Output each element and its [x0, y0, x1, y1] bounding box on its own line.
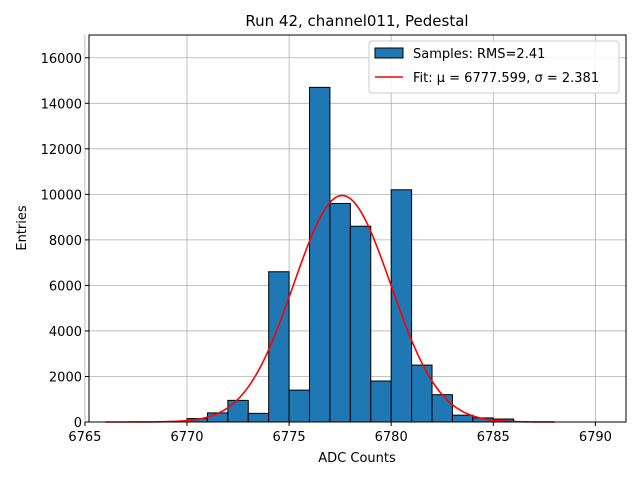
y-tick-label: 6000	[49, 279, 82, 294]
y-tick-label: 8000	[49, 234, 82, 249]
histogram-bar	[451, 414, 474, 423]
x-tick-label: 6780	[375, 430, 408, 445]
histogram-bars	[186, 86, 515, 423]
fit-curve	[105, 194, 555, 423]
x-axis-label: ADC Counts	[318, 451, 396, 466]
histogram-bar	[309, 86, 331, 423]
chart-title: Run 42, channel011, Pedestal	[245, 12, 468, 30]
y-tick-label: 0	[74, 416, 82, 431]
histogram-bar	[247, 412, 270, 423]
y-tick-label: 16000	[41, 52, 82, 67]
grid-lines	[84, 35, 626, 423]
plot-frame	[88, 34, 627, 423]
y-axis-ticks: 0 2000 4000 6000 8000 10000 12000 14000 16000	[41, 52, 89, 431]
y-tick-label: 2000	[49, 370, 82, 385]
histogram-bar	[431, 394, 453, 423]
x-tick-label: 6775	[273, 430, 306, 445]
histogram-bar	[390, 189, 413, 423]
histogram-bar	[329, 202, 351, 423]
legend-swatch-samples	[374, 47, 404, 59]
histogram-bar	[411, 364, 433, 423]
legend-label-fit: Fit: μ = 6777.599, σ = 2.381	[413, 71, 599, 86]
y-tick-label: 4000	[49, 325, 82, 340]
x-axis-ticks: 6765 6770 6775 6780 6785 6790	[68, 422, 612, 445]
legend: Samples: RMS=2.41 Fit: μ = 6777.599, σ =…	[368, 40, 620, 94]
x-tick-label: 6790	[579, 430, 612, 445]
x-tick-label: 6785	[477, 430, 510, 445]
histogram-bar	[288, 389, 311, 423]
legend-box	[368, 40, 620, 94]
x-tick-label: 6770	[170, 430, 203, 445]
y-tick-label: 14000	[41, 97, 82, 112]
y-tick-label: 10000	[41, 188, 82, 203]
histogram-bar	[370, 380, 392, 423]
y-axis-label: Entries	[15, 205, 30, 251]
x-tick-label: 6765	[68, 430, 101, 445]
histogram-bar	[349, 225, 372, 423]
histogram-bar	[227, 399, 249, 423]
y-tick-label: 12000	[41, 143, 82, 158]
legend-label-samples: Samples: RMS=2.41	[413, 47, 545, 62]
histogram-bar	[268, 271, 290, 423]
